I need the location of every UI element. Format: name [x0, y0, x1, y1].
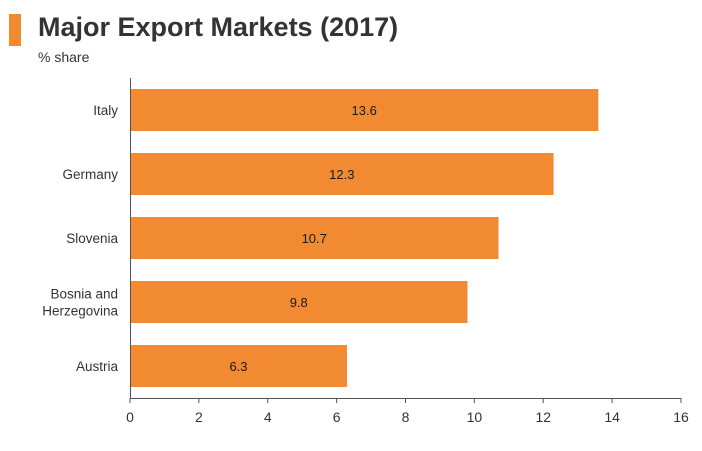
category-label-line: Slovenia	[66, 231, 118, 246]
category-label-1: Germany	[62, 167, 118, 182]
x-tick-label-4: 8	[402, 409, 410, 425]
bar-value-label-0: 13.6	[352, 103, 377, 118]
x-tick-label-5: 10	[467, 409, 483, 425]
chart-subtitle: % share	[38, 49, 90, 65]
category-label-3: Bosnia and Herzegovina	[42, 287, 118, 319]
bar-2	[130, 217, 499, 259]
category-label-line: Austria	[76, 359, 119, 374]
bar-3	[130, 281, 468, 323]
bar-value-label-1: 12.3	[329, 167, 354, 182]
chart-title: Major Export Markets (2017)	[38, 12, 399, 42]
category-label-2: Slovenia	[66, 231, 118, 246]
category-label-line: Italy	[93, 103, 118, 118]
x-tick-label-1: 2	[195, 409, 203, 425]
category-label-line: Herzegovina	[42, 304, 118, 319]
x-tick-label-6: 12	[535, 409, 551, 425]
bar-4	[130, 345, 347, 387]
x-tick-label-2: 4	[264, 409, 272, 425]
bar-value-label-2: 10.7	[302, 231, 327, 246]
bar-value-label-4: 6.3	[229, 359, 247, 374]
category-label-4: Austria	[76, 359, 119, 374]
category-label-line: Germany	[62, 167, 118, 182]
category-label-line: Bosnia and	[50, 287, 118, 302]
x-tick-label-0: 0	[126, 409, 134, 425]
category-label-0: Italy	[93, 103, 118, 118]
bar-value-label-3: 9.8	[290, 295, 308, 310]
x-tick-label-8: 16	[673, 409, 689, 425]
bar-0	[130, 89, 599, 131]
x-tick-label-7: 14	[604, 409, 620, 425]
x-tick-label-3: 6	[333, 409, 341, 425]
bar-1	[130, 153, 554, 195]
title-accent-bar	[9, 14, 21, 46]
